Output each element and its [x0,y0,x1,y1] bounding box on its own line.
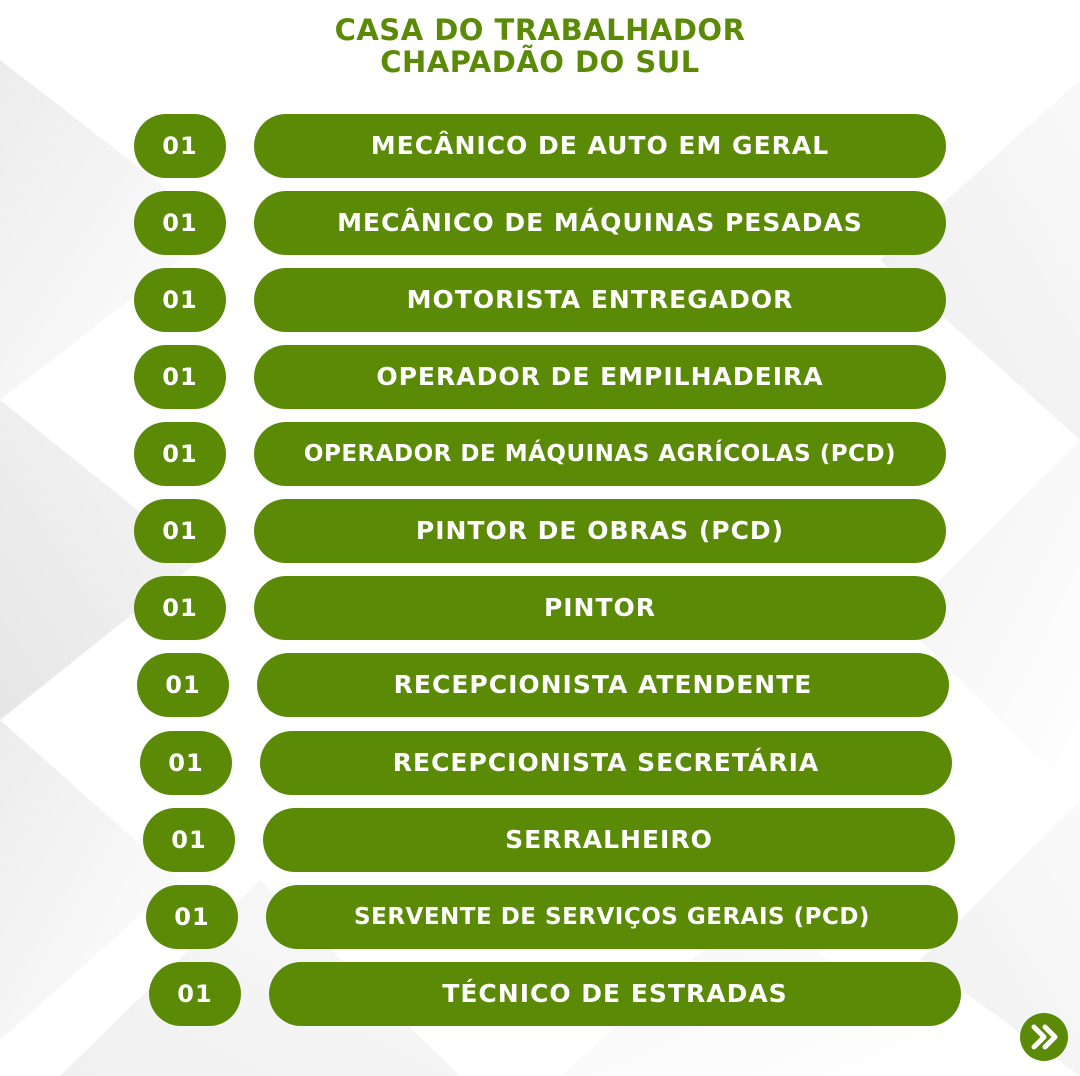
next-button[interactable] [1020,1013,1068,1061]
vacancy-count-badge: 01 [134,499,226,563]
vacancy-count-badge: 01 [134,345,226,409]
vacancy-count-badge: 01 [134,268,226,332]
job-title-pill: OPERADOR DE EMPILHADEIRA [254,345,946,409]
vacancy-count-badge: 01 [134,422,226,486]
vacancy-count-badge: 01 [143,808,235,872]
job-title-pill: RECEPCIONISTA SECRETÁRIA [260,731,952,795]
vacancy-count-badge: 01 [146,885,238,949]
double-chevron-right-icon [1031,1024,1058,1050]
vacancy-count-badge: 01 [140,731,232,795]
job-title-pill: MECÂNICO DE AUTO EM GERAL [254,114,946,178]
job-title-pill: MECÂNICO DE MÁQUINAS PESADAS [254,191,946,255]
vacancy-count-badge: 01 [134,114,226,178]
vacancy-count-badge: 01 [137,653,229,717]
job-title-pill: TÉCNICO DE ESTRADAS [269,962,961,1026]
vacancy-count-badge: 01 [134,576,226,640]
job-title-pill: RECEPCIONISTA ATENDENTE [257,653,949,717]
vacancy-count-badge: 01 [149,962,241,1026]
job-title-pill: PINTOR [254,576,946,640]
page-title: CASA DO TRABALHADOR CHAPADÃO DO SUL [0,14,1080,78]
title-line-2: CHAPADÃO DO SUL [380,45,700,79]
job-title-pill: MOTORISTA ENTREGADOR [254,268,946,332]
vacancy-count-badge: 01 [134,191,226,255]
job-title-pill: OPERADOR DE MÁQUINAS AGRÍCOLAS (PCD) [254,422,946,486]
job-title-pill: PINTOR DE OBRAS (PCD) [254,499,946,563]
job-title-pill: SERRALHEIRO [263,808,955,872]
job-title-pill: SERVENTE DE SERVIÇOS GERAIS (PCD) [266,885,958,949]
title-line-1: CASA DO TRABALHADOR [334,13,746,47]
